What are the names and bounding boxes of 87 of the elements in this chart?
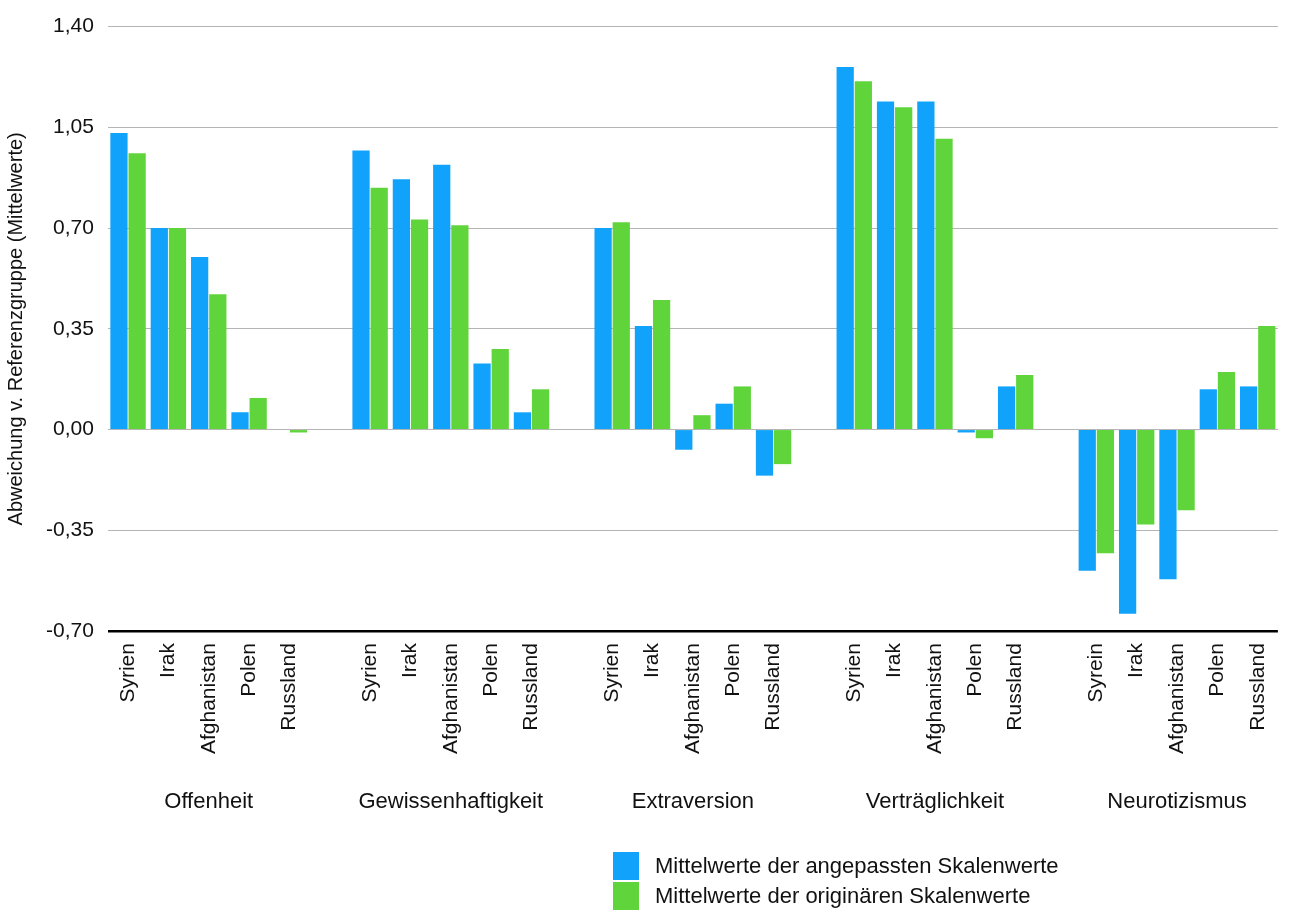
bar <box>774 430 792 465</box>
bar <box>1258 325 1276 430</box>
bar <box>191 256 209 430</box>
bar <box>249 397 267 430</box>
x-tick-label: Polen <box>235 643 259 697</box>
bar <box>755 430 774 476</box>
bar <box>352 150 370 430</box>
bar <box>715 403 733 430</box>
bar <box>1217 372 1236 430</box>
text: Verträglichkeit <box>865 788 1005 814</box>
bar <box>1096 430 1115 554</box>
text: Gewissenhaftigkeit <box>358 788 544 814</box>
y-tick-label: 0,00 <box>52 416 94 440</box>
x-tick-label: Irak <box>397 642 421 679</box>
bar <box>876 101 895 430</box>
bar <box>491 348 509 430</box>
bar <box>433 164 451 430</box>
bar <box>733 386 751 430</box>
x-tick-label: Afghanistan <box>1163 643 1187 755</box>
x-tick-label: Afghanistan <box>437 643 461 755</box>
bar <box>1137 430 1155 525</box>
bar <box>854 81 872 430</box>
bar <box>128 153 146 430</box>
text: Extraversion <box>631 788 755 814</box>
bar <box>1177 430 1195 511</box>
bar <box>652 300 671 430</box>
x-tick-label: Russland <box>276 643 300 731</box>
bar <box>975 430 993 439</box>
y-tick-label: 0,35 <box>52 315 94 339</box>
bar <box>110 133 128 430</box>
bar <box>997 386 1016 430</box>
bar <box>209 294 227 430</box>
bar <box>1159 430 1177 580</box>
bar <box>231 412 249 430</box>
x-tick-label: Syrien <box>841 643 865 703</box>
bar <box>531 389 550 430</box>
x-tick-label: Russland <box>1002 643 1026 731</box>
legend-label: Mittelwerte der angepassten Skalenwerte <box>655 853 1059 879</box>
bar <box>612 222 630 430</box>
y-tick-label: -0,35 <box>45 517 94 541</box>
bar <box>1078 430 1096 571</box>
y-axis-title: Abweichung v. Referenzgruppe (Mittelwerte) <box>3 132 26 526</box>
bar <box>836 66 854 430</box>
bar <box>693 415 711 430</box>
text: Offenheit <box>164 788 254 814</box>
x-tick-label: Syrien <box>356 643 380 703</box>
x-tick-label: Irak <box>155 642 179 679</box>
bar <box>1240 386 1258 430</box>
bar <box>675 430 693 450</box>
x-tick-label: Russland <box>518 643 542 731</box>
text: Neurotizismus <box>1107 788 1247 814</box>
bar <box>370 187 388 430</box>
bar <box>1118 430 1137 614</box>
bar <box>634 325 653 430</box>
bar <box>513 412 532 430</box>
x-tick-label: Russland <box>1244 643 1268 731</box>
legend-label: Mittelwerte der originären Skalenwerte <box>655 883 1031 909</box>
bar <box>473 363 491 430</box>
x-tick-label: Russland <box>760 643 784 731</box>
x-tick-label: Syrien <box>598 643 622 703</box>
x-tick-label: Irak <box>639 642 663 679</box>
bar <box>935 138 953 430</box>
x-tick-label: Polen <box>962 643 986 697</box>
bar <box>1016 374 1034 430</box>
x-tick-label: Afghanistan <box>921 643 945 755</box>
bar <box>410 219 429 430</box>
bar <box>895 107 913 430</box>
x-tick-label: Syrien <box>114 643 138 703</box>
x-tick-label: Syrein <box>1083 643 1107 703</box>
y-tick-label: -0,70 <box>45 617 94 641</box>
y-tick-label: 0,70 <box>52 214 94 238</box>
bar <box>917 101 935 430</box>
x-tick-label: Irak <box>881 642 905 679</box>
y-tick-label: 1,40 <box>52 13 94 37</box>
x-tick-label: Polen <box>720 643 744 697</box>
bar <box>150 228 168 430</box>
x-tick-label: Afghanistan <box>679 643 703 755</box>
x-tick-label: Polen <box>477 643 501 697</box>
x-tick-label: Polen <box>1204 643 1228 697</box>
x-tick-label: Afghanistan <box>195 643 219 755</box>
bar <box>451 225 469 430</box>
y-tick-label: 1,05 <box>52 114 94 138</box>
x-tick-label: Irak <box>1123 642 1147 679</box>
bar <box>392 179 410 430</box>
bar <box>168 228 187 430</box>
bar <box>1199 389 1217 430</box>
bar <box>594 228 612 430</box>
